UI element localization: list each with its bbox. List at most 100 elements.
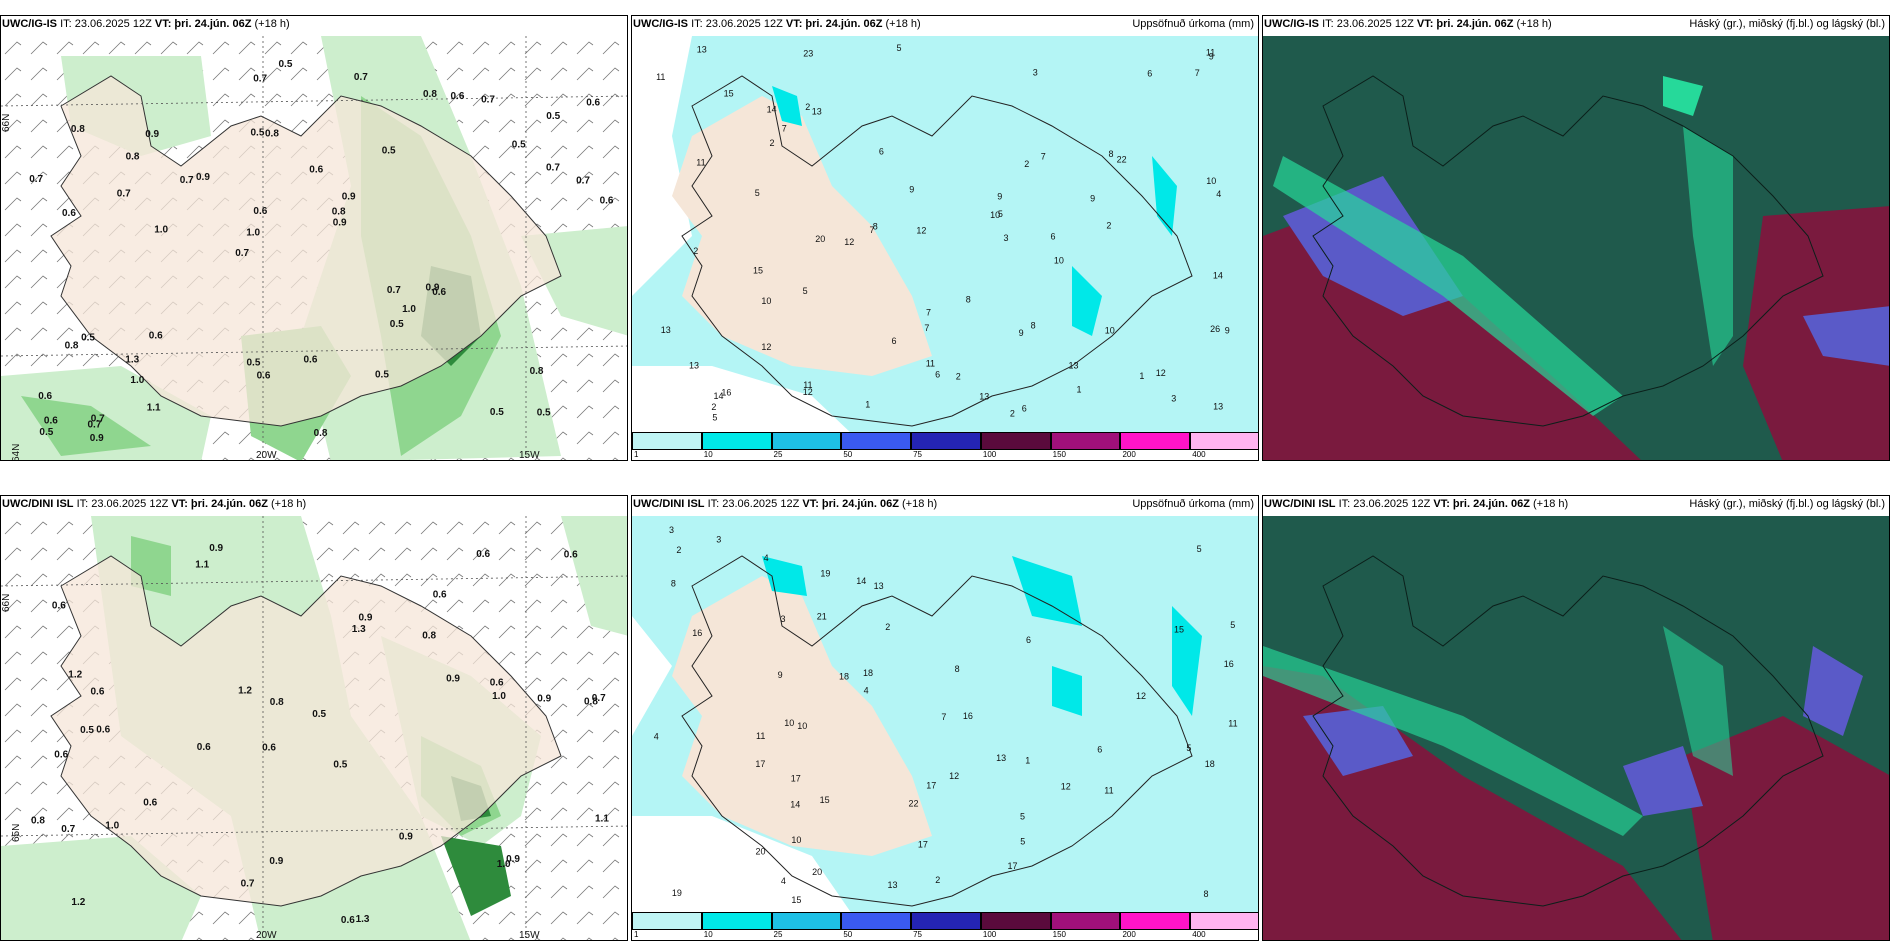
value-label: 4	[864, 686, 869, 696]
value-label: 5	[803, 286, 808, 296]
init-time: IT: 23.06.2025 12Z	[691, 18, 783, 30]
wind-values: 0.50.60.50.70.50.70.50.60.50.90.61.00.80…	[29, 59, 614, 444]
value-label: 15	[820, 795, 830, 805]
value-label: 12	[844, 237, 854, 247]
value-label: 0.7	[241, 879, 255, 890]
value-label: 0.5	[312, 709, 326, 720]
value-label: 1.3	[356, 914, 370, 925]
value-label: 8	[671, 578, 676, 588]
value-label: 0.9	[399, 832, 413, 843]
value-label: 10	[791, 835, 801, 845]
value-label: 5	[1197, 544, 1202, 554]
value-label: 0.7	[546, 163, 560, 174]
value-label: 0.6	[44, 415, 58, 426]
value-label: 3	[716, 535, 721, 545]
value-label: 13	[1069, 360, 1079, 370]
value-label: 13	[689, 361, 699, 371]
value-label: 0.8	[530, 366, 544, 377]
value-label: 12	[949, 771, 959, 781]
field-name: Uppsöfnuð úrkoma (mm)	[1132, 18, 1254, 30]
panel-igis-precip: UWC/IG-IS IT: 23.06.2025 12Z VT: þri. 24…	[631, 15, 1259, 461]
value-label: 0.9	[537, 693, 551, 704]
value-label: 2	[676, 545, 681, 555]
value-label: 0.8	[423, 89, 437, 100]
value-label: 14	[714, 391, 724, 401]
value-label: 16	[963, 711, 973, 721]
value-label: 0.7	[387, 285, 401, 296]
value-label: 0.6	[600, 196, 614, 207]
value-label: 0.5	[490, 407, 504, 418]
value-label: 0.9	[196, 172, 210, 183]
colorbar-swatch	[980, 432, 1051, 450]
model-name: UWC/IG-IS	[633, 18, 688, 30]
value-label: 1.2	[68, 670, 82, 681]
value-label: 8	[966, 295, 971, 305]
value-label: 7	[870, 225, 875, 235]
value-label: 0.6	[143, 797, 157, 808]
value-label: 0.8	[332, 207, 346, 218]
value-label: 0.5	[247, 358, 261, 369]
precip-colorbar: 1 10 25 50 75 100 150 200 400	[632, 912, 1258, 940]
value-label: 1.0	[492, 691, 506, 702]
panel-igis-wind: UWC/IG-IS IT: 23.06.2025 12Z VT: þri. 24…	[0, 15, 628, 461]
map-area	[1263, 516, 1889, 940]
value-label: 4	[1216, 189, 1221, 199]
value-label: 1.0	[105, 820, 119, 831]
cloud-map-svg	[1263, 36, 1889, 460]
value-label: 17	[1008, 861, 1018, 871]
colorbar-tick-label: 10	[703, 450, 713, 459]
colorbar-tick-label: 200	[1122, 450, 1136, 459]
value-label: 10	[797, 721, 807, 731]
value-label: 10	[1105, 326, 1115, 336]
value-label: 7	[924, 323, 929, 333]
value-label: 13	[661, 325, 671, 335]
model-name: UWC/DINI ISL	[633, 498, 705, 510]
value-label: 6	[1097, 744, 1102, 754]
value-label: 0.8	[265, 129, 279, 140]
value-label: 0.9	[342, 192, 356, 203]
value-label: 14	[1213, 271, 1223, 281]
valid-time: VT: þri. 24.jún. 06Z	[1416, 18, 1514, 30]
value-label: 3	[1033, 68, 1038, 78]
value-label: 5	[998, 209, 1003, 219]
value-label: 8	[955, 664, 960, 674]
value-label: 0.6	[197, 742, 211, 753]
colorbar-tick-label: 150	[1052, 450, 1067, 459]
value-label: 0.6	[253, 206, 267, 217]
value-label: 0.5	[375, 369, 389, 380]
value-label: 1.2	[238, 686, 252, 697]
value-label: 0.6	[96, 725, 110, 736]
value-label: 9	[778, 670, 783, 680]
value-label: 6	[1147, 68, 1152, 78]
value-label: 10	[784, 718, 794, 728]
lat-label-65: 65N	[11, 824, 22, 842]
panel-dini-wind: UWC/DINI ISL IT: 23.06.2025 12Z VT: þri.…	[0, 495, 628, 941]
value-label: 2	[805, 102, 810, 112]
value-label: 20	[756, 846, 766, 856]
value-label: 0.6	[564, 550, 578, 561]
valid-time: VT: þri. 24.jún. 06Z	[154, 18, 252, 30]
value-label: 4	[764, 553, 769, 563]
value-label: 7	[1041, 152, 1046, 162]
colorbar-swatch	[632, 912, 702, 930]
value-label: 0.7	[29, 174, 43, 185]
panel-title: UWC/IG-IS IT: 23.06.2025 12Z VT: þri. 24…	[2, 18, 625, 36]
init-time: IT: 23.06.2025 12Z	[60, 18, 152, 30]
map-area: 66N 65N 20W 15W 0.9 0.6 0.8 0.6 0.5 0.6 0.6 0.8…	[1, 516, 627, 940]
value-label: 5	[1020, 837, 1025, 847]
value-label: 0.6	[257, 371, 271, 382]
value-label: 0.7	[235, 248, 249, 259]
lead-time: (+18 h)	[1516, 18, 1552, 30]
value-label: 5	[1186, 743, 1191, 753]
value-label: 11	[803, 380, 812, 390]
value-label: 6	[1022, 403, 1027, 413]
value-label: 1.0	[246, 227, 260, 238]
model-name: UWC/IG-IS	[1264, 18, 1319, 30]
value-label: 16	[692, 628, 702, 638]
map-area: 1 2 11 13 23 15 20 3 5 6 6 6 8 7 3 10 11 12 12 11 9 9 9 14 22 15 1…	[632, 36, 1258, 434]
value-label: 0.9	[333, 217, 347, 228]
value-label: 11	[1228, 719, 1237, 729]
value-label: 5	[1020, 811, 1025, 821]
value-label: 17	[791, 774, 801, 784]
value-label: 7	[1195, 68, 1200, 78]
